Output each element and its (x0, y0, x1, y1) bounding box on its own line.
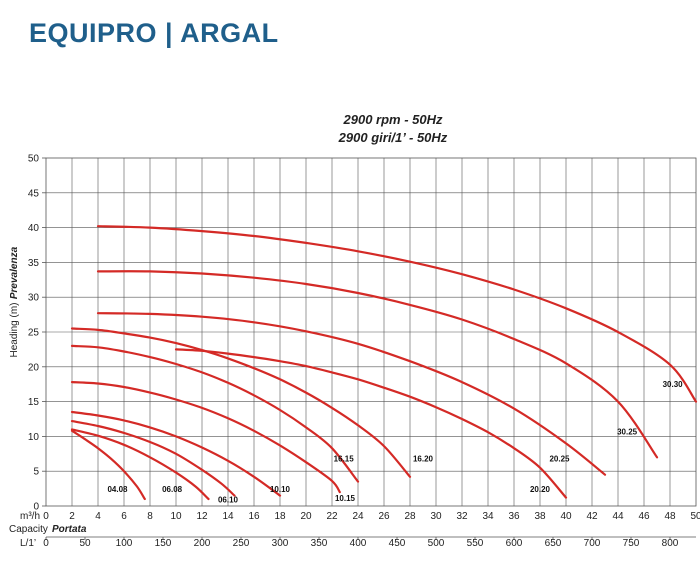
y-tick-label: 10 (28, 432, 40, 443)
chart-title-line1: 2900 rpm - 50Hz (343, 112, 443, 127)
lmin-unit: L/1’ (20, 538, 36, 549)
curve-label-06.10: 06.10 (218, 496, 239, 505)
y-axis-label: Heading (m) (9, 302, 20, 357)
x-tick-label: 44 (612, 511, 624, 522)
curve-04.08 (70, 429, 146, 501)
lmin-tick-label: 600 (506, 538, 523, 549)
curve-20.20 (174, 348, 568, 499)
curve-label-16.20: 16.20 (413, 454, 434, 463)
lmin-tick-label: 50 (79, 538, 91, 549)
curve-label-20.25: 20.25 (549, 454, 570, 463)
lmin-tick-label: 200 (194, 538, 211, 549)
curve-30.30 (96, 225, 698, 403)
curve-16.15 (70, 344, 360, 483)
x-tick-label: 18 (274, 511, 286, 522)
x-tick-label: 4 (95, 511, 101, 522)
x-tick-label: 42 (586, 511, 598, 522)
curve-06.08 (70, 428, 210, 501)
x-tick-label: 40 (560, 511, 572, 522)
y-tick-label: 25 (28, 328, 40, 339)
curve-label-20.20: 20.20 (530, 485, 551, 494)
curve-label-10.15: 10.15 (335, 494, 356, 503)
capacity-label: Capacity (9, 524, 48, 535)
y-tick-label: 35 (28, 258, 40, 269)
y-tick-label: 45 (28, 188, 40, 199)
curve-20.25 (96, 312, 607, 476)
curve-30.25 (96, 270, 659, 459)
lmin-tick-label: 400 (350, 538, 367, 549)
x-tick-label: 38 (534, 511, 546, 522)
lmin-tick-label: 750 (623, 538, 640, 549)
x-tick-label: 36 (508, 511, 520, 522)
chart-title-line2: 2900 giri/1’ - 50Hz (338, 130, 448, 145)
curve-labels: 04.08 06.08 06.10 10.10 10.15 16.15 16.20 20.20… (107, 380, 683, 505)
y-axis-label-italian: Prevalenza (9, 246, 20, 299)
y-tick-label: 15 (28, 397, 40, 408)
capacity-label-italian: Portata (52, 524, 87, 535)
curve-10.15 (70, 381, 341, 494)
lmin-tick-label: 500 (428, 538, 445, 549)
x-tick-label: 14 (222, 511, 234, 522)
y-tick-label: 5 (33, 467, 39, 478)
x-tick-label: 12 (196, 511, 208, 522)
x-tick-label: 24 (352, 511, 364, 522)
lmin-tick-label: 150 (155, 538, 172, 549)
x-tick-label: 48 (664, 511, 676, 522)
x-tick-label: 26 (378, 511, 390, 522)
curve-10.10 (70, 410, 282, 497)
x-tick-label: 16 (248, 511, 260, 522)
lmin-tick-label: 350 (311, 538, 328, 549)
curve-16.20 (70, 327, 412, 478)
x-axis-unit: m³/h (20, 511, 40, 522)
lmin-tick-label: 700 (584, 538, 601, 549)
x-tick-label: 2 (69, 511, 75, 522)
curves (70, 225, 698, 501)
x-tick-label: 20 (300, 511, 312, 522)
y-tick-label: 40 (28, 223, 40, 234)
x-tick-label: 22 (326, 511, 338, 522)
curve-label-10.10: 10.10 (270, 485, 291, 494)
x-tick-label: 0 (43, 511, 49, 522)
y-tick-label: 20 (28, 362, 40, 373)
curve-label-06.08: 06.08 (162, 485, 183, 494)
curve-label-30.30: 30.30 (663, 380, 684, 389)
lmin-tick-label: 250 (233, 538, 250, 549)
y-tick-label: 30 (28, 293, 40, 304)
lmin-tick-label: 100 (116, 538, 133, 549)
curve-06.10 (70, 420, 236, 497)
x-tick-label: 10 (170, 511, 182, 522)
x-tick-label: 6 (121, 511, 127, 522)
lmin-tick-label: 800 (662, 538, 679, 549)
x-tick-label: 34 (482, 511, 494, 522)
brand-title: EQUIPRO | ARGAL (29, 18, 279, 48)
x-tick-label: 32 (456, 511, 468, 522)
lmin-tick-label: 450 (389, 538, 406, 549)
curve-label-04.08: 04.08 (107, 485, 128, 494)
x-tick-label: 50 (690, 511, 700, 522)
curve-label-16.15: 16.15 (334, 454, 355, 463)
x-tick-label: 8 (147, 511, 153, 522)
y-tick-label: 0 (33, 502, 39, 513)
x-tick-label: 28 (404, 511, 416, 522)
lmin-tick-label: 650 (545, 538, 562, 549)
y-tick-label: 50 (28, 154, 40, 165)
lmin-tick-label: 0 (43, 538, 49, 549)
x-tick-label: 46 (638, 511, 650, 522)
lmin-tick-label: 550 (467, 538, 484, 549)
curve-label-30.25: 30.25 (617, 427, 638, 436)
x-tick-label: 30 (430, 511, 442, 522)
lmin-tick-label: 300 (272, 538, 289, 549)
